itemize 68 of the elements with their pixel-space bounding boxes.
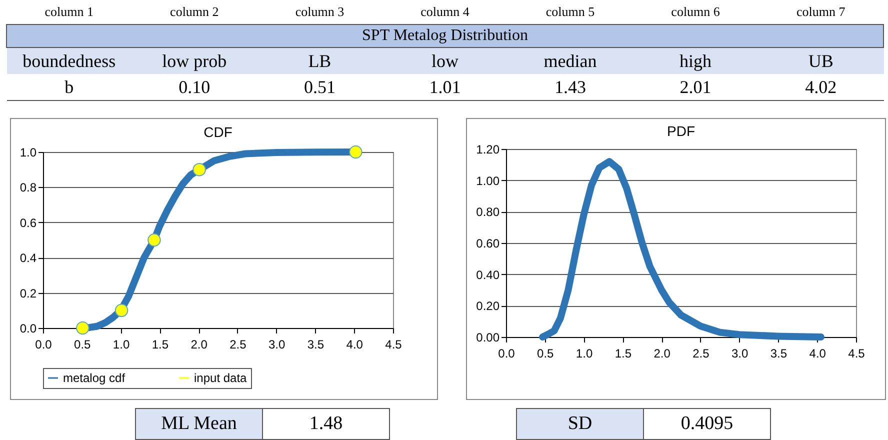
text: b (6, 74, 132, 100)
y-tick-label: 0.0 (20, 322, 37, 336)
text: 0.4095 (680, 412, 734, 436)
x-tick-label: 0.0 (35, 338, 52, 352)
point (192, 162, 206, 176)
text: ML Mean (136, 409, 263, 439)
x-tick-label: 3.0 (731, 346, 748, 360)
category-label: column 5 (544, 3, 596, 21)
category-label: column 4 (420, 3, 470, 21)
text: 1.48 (308, 412, 344, 436)
x-tick-label: 1.5 (152, 338, 169, 352)
text: 2.01 (632, 74, 758, 100)
x-tick-label: 3.5 (770, 346, 788, 360)
y-tick-label: 0.80 (476, 205, 500, 220)
text: UB (758, 48, 884, 74)
text: SPT Metalog Distribution (6, 24, 884, 48)
point (148, 233, 161, 247)
text: 1.01 (382, 74, 508, 100)
text: SD (517, 409, 644, 439)
chart-title: PDF (667, 123, 695, 139)
x-tick-label: 3.5 (307, 338, 324, 352)
y-tick-label: 0.60 (476, 236, 500, 250)
text: low (382, 48, 508, 74)
y-tick-label: 1.0 (20, 146, 37, 160)
y-tick-label: 0.20 (476, 299, 500, 314)
point (76, 321, 90, 335)
x-tick-label: 3.0 (268, 338, 286, 352)
y-tick-label: 0.4 (20, 251, 37, 266)
x-tick-label: 4.0 (346, 338, 364, 352)
text: 0.10 (132, 74, 258, 100)
text: median (508, 48, 633, 74)
x-tick-label: 1.5 (614, 346, 632, 360)
category-label: column 1 (44, 3, 95, 21)
y-tick-label: 0.6 (20, 216, 37, 230)
x-tick-label: 1.0 (576, 346, 593, 360)
y-tick-label: 1.20 (476, 142, 500, 156)
y-tick-label: 1.00 (476, 174, 500, 188)
category-label: column 2 (169, 3, 220, 21)
x-tick-label: 2.5 (692, 346, 710, 360)
x-tick-label: 4.5 (385, 338, 402, 352)
x-tick-label: 2.0 (190, 338, 208, 352)
text: high (632, 48, 758, 74)
x-tick-label: 4.5 (848, 346, 866, 360)
chart-title: CDF (204, 124, 232, 140)
text: LB (257, 48, 382, 74)
category-label: column 7 (795, 3, 846, 21)
y-tick-label: 0.00 (476, 330, 500, 344)
text: 1.43 (508, 74, 633, 100)
x-tick-label: 0.5 (74, 338, 92, 352)
text: low prob (132, 48, 258, 74)
legend-label: metalog cdf (63, 371, 126, 385)
x-tick-label: 1.0 (112, 338, 130, 352)
y-tick-label: 0.8 (20, 180, 37, 195)
x-tick-label: 2.0 (654, 346, 671, 360)
legend-label: input data (194, 371, 248, 385)
y-tick-label: 0.40 (476, 268, 500, 282)
text: 4.02 (758, 74, 884, 100)
x-tick-label: 0.5 (537, 346, 554, 360)
x-tick-label: 0.0 (498, 346, 516, 360)
category-label: column 6 (670, 3, 721, 21)
point (114, 304, 128, 318)
text: 0.51 (257, 74, 382, 100)
x-tick-label: 4.0 (809, 346, 826, 360)
x-tick-label: 2.5 (230, 338, 247, 352)
point (349, 145, 362, 159)
y-tick-label: 0.2 (20, 286, 37, 300)
text: boundedness (6, 48, 132, 74)
category-label: column 3 (294, 3, 346, 21)
